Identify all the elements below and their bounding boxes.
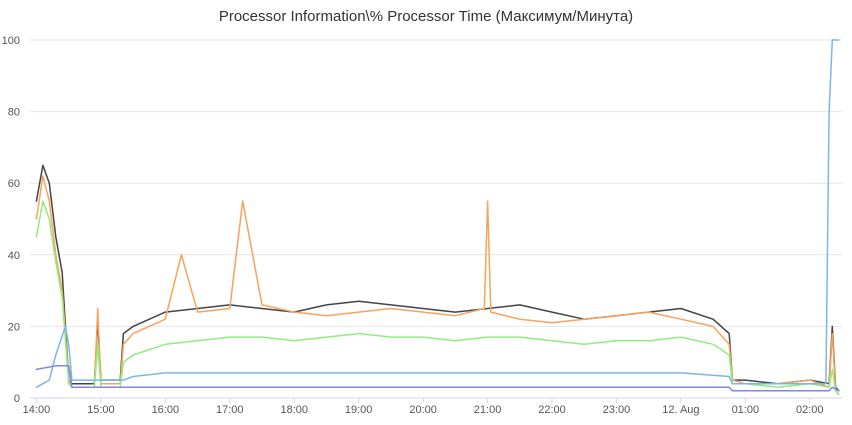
y-tick-label: 40 [8, 250, 20, 262]
series-line-1 [35, 164, 840, 392]
x-tick-label: 18:00 [280, 404, 308, 416]
x-tick-label: 01:00 [732, 404, 760, 416]
y-tick-label: 20 [8, 321, 20, 333]
y-tick-label: 60 [8, 178, 20, 190]
x-tick-label: 21:00 [474, 404, 502, 416]
x-tick-label: 22:00 [538, 404, 566, 416]
series-line-5 [35, 365, 840, 392]
series-line-3 [35, 200, 840, 396]
y-tick-label: 0 [14, 393, 20, 405]
series-line-2 [35, 175, 840, 396]
y-tick-label: 80 [8, 107, 20, 119]
y-tick-label: 100 [2, 35, 20, 47]
x-tick-label: 20:00 [409, 404, 437, 416]
x-tick-label: 17:00 [216, 404, 244, 416]
x-tick-label: 19:00 [345, 404, 373, 416]
x-tick-label: 12. Aug [662, 404, 699, 416]
x-tick-label: 23:00 [603, 404, 631, 416]
x-tick-label: 14:00 [23, 404, 51, 416]
chart-title: Processor Information\% Processor Time (… [218, 8, 634, 25]
x-tick-label: 02:00 [796, 404, 824, 416]
x-tick-label: 16:00 [152, 404, 180, 416]
series-line-4 [35, 39, 840, 389]
x-tick-label: 15:00 [87, 404, 115, 416]
